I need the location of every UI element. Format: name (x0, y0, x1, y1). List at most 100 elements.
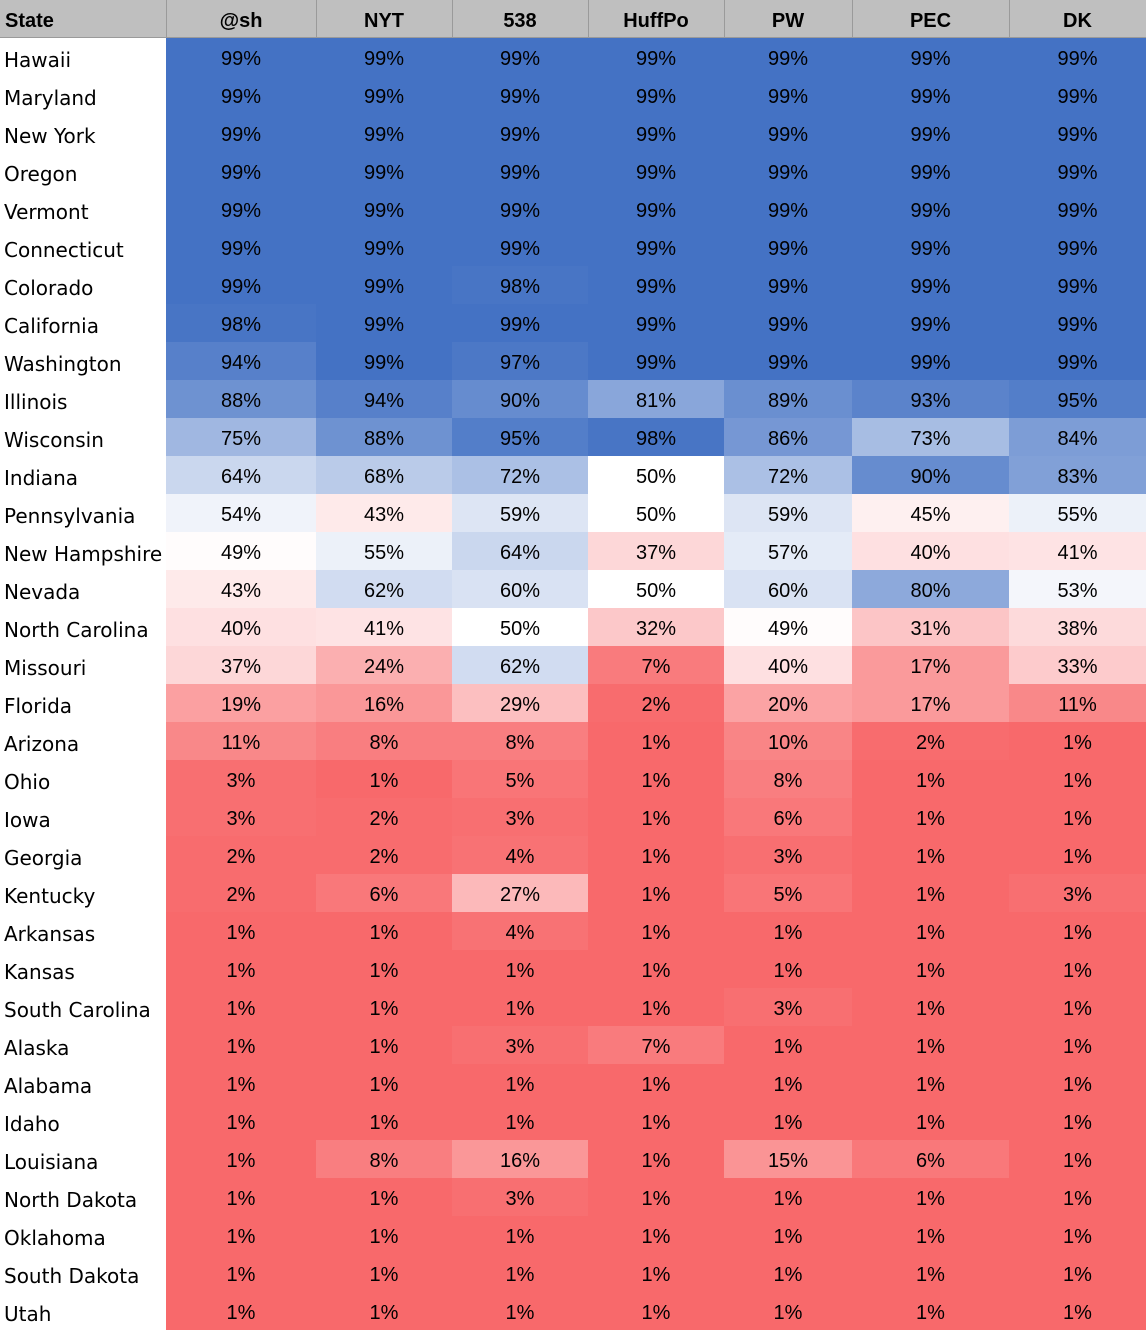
cell-value: 94% (221, 352, 261, 374)
cell-value: 95% (500, 428, 540, 450)
cell-value: 37% (221, 656, 261, 678)
cell-value: 1% (642, 884, 671, 906)
cell-value: 29% (500, 694, 540, 716)
header-row (0, 0, 1146, 38)
cell-value: 1% (642, 732, 671, 754)
cell-value: 1% (916, 770, 945, 792)
cell-value: 1% (642, 1150, 671, 1172)
cell-value: 1% (1063, 922, 1092, 944)
heatmap-cell (852, 266, 1009, 304)
heatmap-cell (452, 988, 588, 1026)
cell-value: 1% (227, 922, 256, 944)
heatmap-cell (1009, 836, 1146, 874)
heatmap-cell (724, 950, 852, 988)
heatmap-cell (852, 1178, 1009, 1216)
cell-value: 5% (506, 770, 535, 792)
cell-value: 45% (910, 504, 950, 526)
heatmap-cell (166, 228, 316, 266)
heatmap-cell (166, 874, 316, 912)
heatmap-cell (588, 532, 724, 570)
state-label: Florida (4, 694, 72, 718)
cell-value: 4% (506, 846, 535, 868)
cell-value: 99% (636, 200, 676, 222)
cell-value: 86% (768, 428, 808, 450)
cell-value: 1% (642, 770, 671, 792)
heatmap-cell (588, 836, 724, 874)
heatmap-cell (166, 646, 316, 684)
column-header-state: State (5, 10, 54, 32)
cell-value: 1% (1063, 732, 1092, 754)
heatmap-cell (852, 1254, 1009, 1292)
cell-value: 1% (370, 922, 399, 944)
cell-value: 1% (227, 1150, 256, 1172)
heatmap-cell (724, 1064, 852, 1102)
heatmap-cell (166, 304, 316, 342)
cell-value: 1% (370, 1188, 399, 1210)
cell-value: 1% (506, 1074, 535, 1096)
cell-value: 99% (1057, 314, 1097, 336)
cell-value: 1% (227, 998, 256, 1020)
heatmap-cell (588, 456, 724, 494)
state-label: Washington (4, 352, 122, 376)
heatmap-cell (1009, 646, 1146, 684)
cell-value: 99% (910, 162, 950, 184)
heatmap-cell (166, 114, 316, 152)
heatmap-cell (852, 684, 1009, 722)
cell-value: 49% (768, 618, 808, 640)
heatmap-cell (452, 1178, 588, 1216)
heatmap-cell (1009, 1064, 1146, 1102)
heatmap-cell (1009, 684, 1146, 722)
heatmap-cell (1009, 380, 1146, 418)
state-label: South Carolina (4, 998, 151, 1022)
cell-value: 88% (364, 428, 404, 450)
heatmap-cell (852, 494, 1009, 532)
cell-value: 1% (916, 922, 945, 944)
cell-value: 99% (364, 200, 404, 222)
cell-value: 99% (768, 352, 808, 374)
heatmap-cell (166, 836, 316, 874)
heatmap-cell (452, 1026, 588, 1064)
cell-value: 99% (500, 86, 540, 108)
heatmap-cell (452, 494, 588, 532)
heatmap-cell (1009, 38, 1146, 76)
cell-value: 55% (364, 542, 404, 564)
heatmap-cell (588, 304, 724, 342)
cell-value: 1% (916, 884, 945, 906)
heatmap-cell (452, 646, 588, 684)
heatmap-cell (1009, 1292, 1146, 1330)
state-label: Vermont (4, 200, 89, 224)
cell-value: 3% (774, 998, 803, 1020)
cell-value: 1% (506, 1226, 535, 1248)
cell-value: 2% (370, 846, 399, 868)
cell-value: 57% (768, 542, 808, 564)
cell-value: 99% (910, 238, 950, 260)
heatmap-cell (1009, 304, 1146, 342)
cell-value: 93% (910, 390, 950, 412)
cell-value: 24% (364, 656, 404, 678)
cell-value: 1% (370, 1264, 399, 1286)
heatmap-cell (166, 1216, 316, 1254)
heatmap-cell (724, 190, 852, 228)
cell-value: 3% (227, 770, 256, 792)
heatmap-cell (852, 418, 1009, 456)
state-label: Connecticut (4, 238, 124, 262)
heatmap-cell (724, 570, 852, 608)
heatmap-cell (316, 266, 452, 304)
cell-value: 62% (364, 580, 404, 602)
cell-value: 1% (642, 1112, 671, 1134)
heatmap-cell (588, 380, 724, 418)
cell-value: 99% (1057, 352, 1097, 374)
heatmap-cell (452, 1254, 588, 1292)
cell-value: 1% (506, 1112, 535, 1134)
heatmap-cell (588, 570, 724, 608)
cell-value: 1% (642, 846, 671, 868)
heatmap-cell (166, 760, 316, 798)
heatmap-cell (588, 418, 724, 456)
heatmap-cell (452, 1140, 588, 1178)
cell-value: 1% (642, 808, 671, 830)
heatmap-cell (852, 456, 1009, 494)
heatmap-cell (1009, 1178, 1146, 1216)
cell-value: 1% (642, 922, 671, 944)
heatmap-cell (316, 1102, 452, 1140)
cell-value: 99% (221, 86, 261, 108)
